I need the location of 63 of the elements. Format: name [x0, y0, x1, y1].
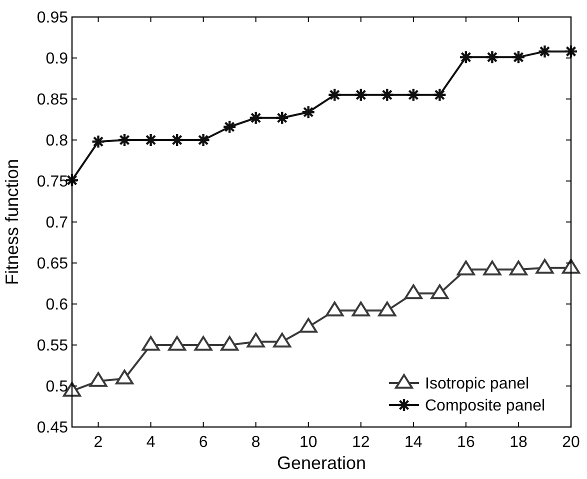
point — [246, 332, 265, 348]
x-tick-label: 8 — [251, 434, 260, 451]
point — [194, 336, 212, 351]
point — [404, 284, 422, 300]
point — [456, 260, 475, 276]
y-axis-title: Fitness function — [2, 158, 22, 286]
y-tick-label: 0.85 — [36, 92, 68, 109]
point — [485, 50, 500, 64]
point — [91, 134, 106, 149]
point — [564, 44, 578, 59]
point — [326, 302, 344, 316]
point — [458, 50, 474, 64]
point — [430, 284, 449, 300]
x-tick-label: 12 — [352, 434, 370, 451]
point — [144, 132, 158, 148]
x-tick-label: 14 — [404, 434, 422, 451]
y-tick-label: 0.8 — [46, 132, 68, 150]
point — [511, 50, 526, 64]
point — [352, 302, 370, 316]
y-tick-label: 0.5 — [46, 378, 68, 396]
x-tick-label: 2 — [94, 434, 103, 451]
point — [220, 336, 239, 351]
point — [536, 258, 554, 274]
point — [168, 336, 186, 351]
y-tick-label: 0.75 — [36, 174, 68, 191]
y-tick-label: 0.95 — [36, 10, 68, 27]
y-tick-label: 0.6 — [46, 296, 68, 314]
point — [378, 302, 396, 316]
point — [275, 110, 290, 125]
point — [483, 260, 502, 276]
point — [301, 105, 316, 120]
x-tick-label: 10 — [299, 434, 318, 451]
y-tick-label: 0.7 — [46, 214, 68, 232]
point — [170, 132, 184, 148]
legend-label: Composite panel — [425, 398, 546, 415]
point — [328, 88, 342, 102]
point — [299, 318, 318, 333]
point — [89, 372, 108, 387]
point — [509, 260, 528, 276]
legend-label: Isotropic panel — [425, 376, 530, 393]
point — [406, 88, 421, 102]
point — [222, 120, 237, 134]
point — [196, 132, 210, 148]
x-tick-label: 20 — [562, 434, 580, 451]
point — [117, 132, 132, 148]
point — [380, 88, 394, 102]
y-tick-label: 0.65 — [36, 256, 68, 273]
x-tick-label: 4 — [146, 434, 156, 451]
point — [354, 88, 368, 102]
point — [562, 258, 580, 274]
point — [142, 336, 160, 351]
y-tick-label: 0.9 — [46, 50, 68, 68]
x-tick-label: 6 — [198, 434, 208, 451]
y-tick-label: 0.55 — [36, 338, 68, 355]
point — [538, 44, 552, 59]
x-axis-title: Generation — [276, 453, 366, 473]
point — [116, 370, 134, 384]
point — [248, 110, 263, 125]
x-tick-label: 16 — [457, 434, 475, 451]
x-tick-label: 18 — [510, 434, 528, 451]
point — [273, 332, 292, 348]
point — [432, 88, 447, 102]
y-tick-label: 0.45 — [36, 420, 68, 437]
